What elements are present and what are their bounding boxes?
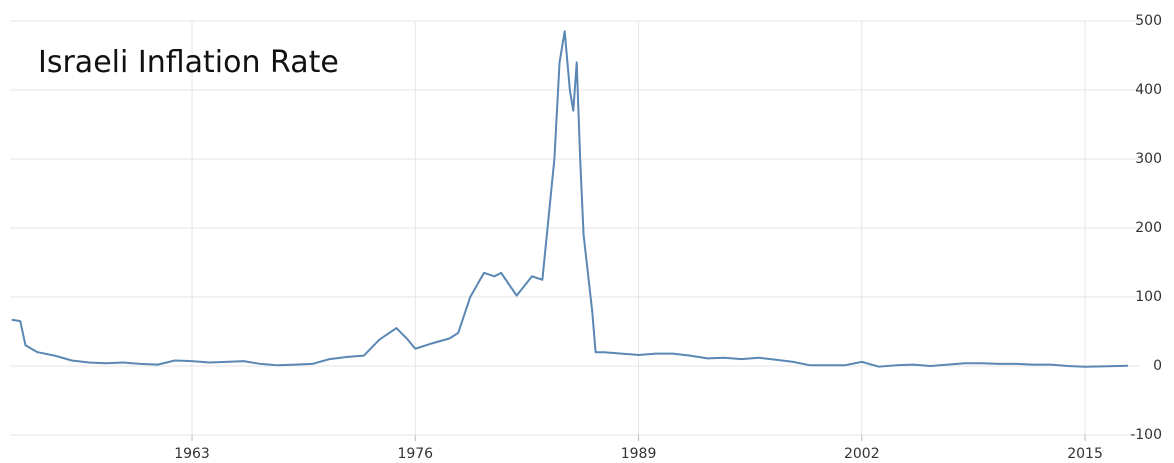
line — [11, 30, 1129, 368]
y-tick-label: 400 — [1135, 82, 1162, 98]
y-tick-label: 500 — [1135, 13, 1162, 29]
chart-title: Israeli Inflation Rate — [38, 45, 339, 80]
y-tick-label: 300 — [1135, 151, 1162, 167]
y-tick-label: 0 — [1153, 358, 1162, 374]
y-tick-label: 100 — [1135, 289, 1162, 305]
x-tick-label: 1976 — [397, 446, 433, 462]
x-tick-label: 1989 — [621, 446, 657, 462]
x-tick-label: 2015 — [1067, 446, 1103, 462]
y-tick-label: -100 — [1130, 427, 1162, 443]
x-tick-label: 1963 — [174, 446, 210, 462]
y-tick-label: 200 — [1135, 220, 1162, 236]
x-tick-label: 2002 — [844, 446, 880, 462]
